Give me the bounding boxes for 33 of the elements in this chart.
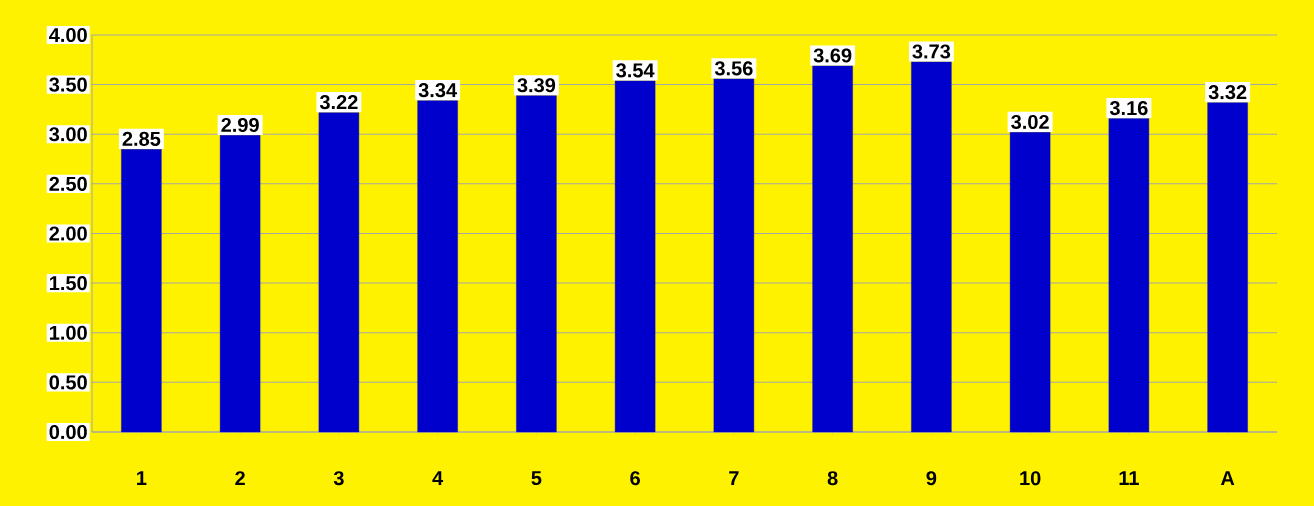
x-tick-label: 7 (729, 471, 739, 485)
y-tick-label: 2.00 (49, 226, 87, 241)
x-tick-label: A (1220, 471, 1235, 485)
y-tick-label: 0.50 (49, 375, 87, 390)
x-tick-label: 2 (235, 471, 245, 486)
data-label: 2.85 (122, 131, 161, 146)
data-label: 3.69 (813, 48, 852, 63)
y-tick-label: 4.00 (49, 27, 87, 43)
data-label: 3.32 (1208, 85, 1247, 100)
data-label: 3.02 (1011, 114, 1049, 130)
data-label: 3.34 (418, 83, 457, 98)
x-tick-label: 6 (630, 471, 640, 486)
data-label: 3.54 (616, 63, 655, 78)
y-tick-label: 2.50 (49, 176, 87, 191)
y-tick-label: 0.00 (49, 424, 87, 440)
x-tick-label: 8 (827, 471, 838, 486)
data-label: 3.39 (517, 78, 556, 93)
data-label: 3.73 (912, 44, 951, 59)
data-label: 2.99 (221, 117, 259, 133)
y-tick-label: 1.50 (50, 276, 87, 291)
data-label: 3.22 (319, 95, 358, 110)
y-tick-label: 3.50 (49, 77, 87, 92)
y-tick-label: 1.00 (50, 325, 87, 340)
x-tick-label: 5 (531, 471, 542, 486)
x-tick-label: 9 (926, 471, 937, 486)
data-label: 3.56 (714, 61, 753, 76)
x-tick-label: 11 (1119, 471, 1139, 485)
x-tick-label: 1 (137, 471, 147, 485)
data-label: 3.16 (1109, 100, 1148, 116)
y-tick-label: 3.00 (49, 127, 87, 142)
x-tick-label: 3 (333, 471, 344, 486)
x-tick-label: 10 (1020, 471, 1041, 486)
x-tick-label: 4 (432, 471, 444, 485)
